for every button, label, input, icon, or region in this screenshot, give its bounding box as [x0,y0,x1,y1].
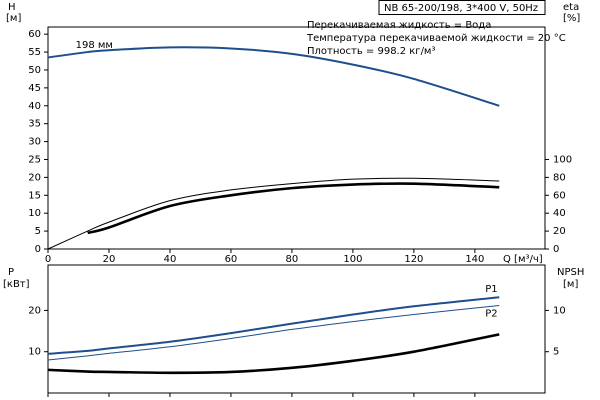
y-tick-label: 55 [28,47,41,58]
x-tick-label: 20 [103,254,116,265]
y-tick-label: 25 [28,154,41,165]
y-tick-label: 20 [28,172,41,183]
x-tick-label: 40 [164,254,177,265]
note: Перекачиваемая жидкость = Вода [307,20,491,31]
curve [47,304,500,361]
y-tick-label: 40 [28,101,41,112]
x-tick-label: 140 [465,254,484,265]
curve [47,177,500,250]
curve-label: P1 [485,284,497,295]
note: Температура перекачиваемой жидкости = 20… [306,33,566,44]
curve [47,333,500,375]
y-tick-label: 20 [28,305,41,316]
y2-tick-label: 0 [553,244,559,255]
x-tick-label: 80 [286,254,299,265]
y-unit: [кВт] [3,279,30,290]
curve [47,296,500,355]
plot-frame [47,26,546,250]
x-tick-label: 100 [343,254,362,265]
y-tick-label: 35 [28,119,41,130]
curve-label: P2 [485,308,497,319]
x-tick-label: 120 [404,254,423,265]
note: Плотность = 998.2 кг/м³ [307,46,436,57]
y2-unit: [%] [563,13,580,24]
y-label: P [8,267,14,278]
y-tick-label: 50 [28,65,41,76]
y-tick-label: 0 [35,244,41,255]
y-unit: [м] [6,13,21,24]
y2-tick-label: 5 [553,347,559,358]
curve-label: 198 мм [76,40,113,51]
y2-tick-label: 60 [553,190,566,201]
y2-tick-label: 20 [553,226,566,237]
chart-title: NB 65-200/198, 3*400 V, 50Hz [384,3,538,14]
y-tick-label: 5 [35,226,41,237]
y2-tick-label: 80 [553,172,566,183]
header-box [378,0,546,15]
plot-frame [47,264,546,394]
x-label: Q [м³/ч] [503,254,543,265]
y-label: H [8,2,16,13]
y2-tick-label: 100 [553,154,572,165]
y2-unit: [м] [563,279,578,290]
x-tick-label: 60 [225,254,238,265]
y2-label: eta [563,2,579,13]
y-tick-label: 60 [28,29,41,40]
y-tick-label: 45 [28,83,41,94]
y2-label: NPSH [557,267,584,278]
curve [47,46,500,107]
y2-tick-label: 10 [553,305,566,316]
x-tick-label: 0 [45,254,51,265]
y-tick-label: 10 [28,347,41,358]
y-tick-label: 30 [28,137,41,148]
y-tick-label: 15 [28,190,41,201]
y2-tick-label: 40 [553,208,566,219]
curve [87,182,500,235]
y-tick-label: 10 [28,208,41,219]
